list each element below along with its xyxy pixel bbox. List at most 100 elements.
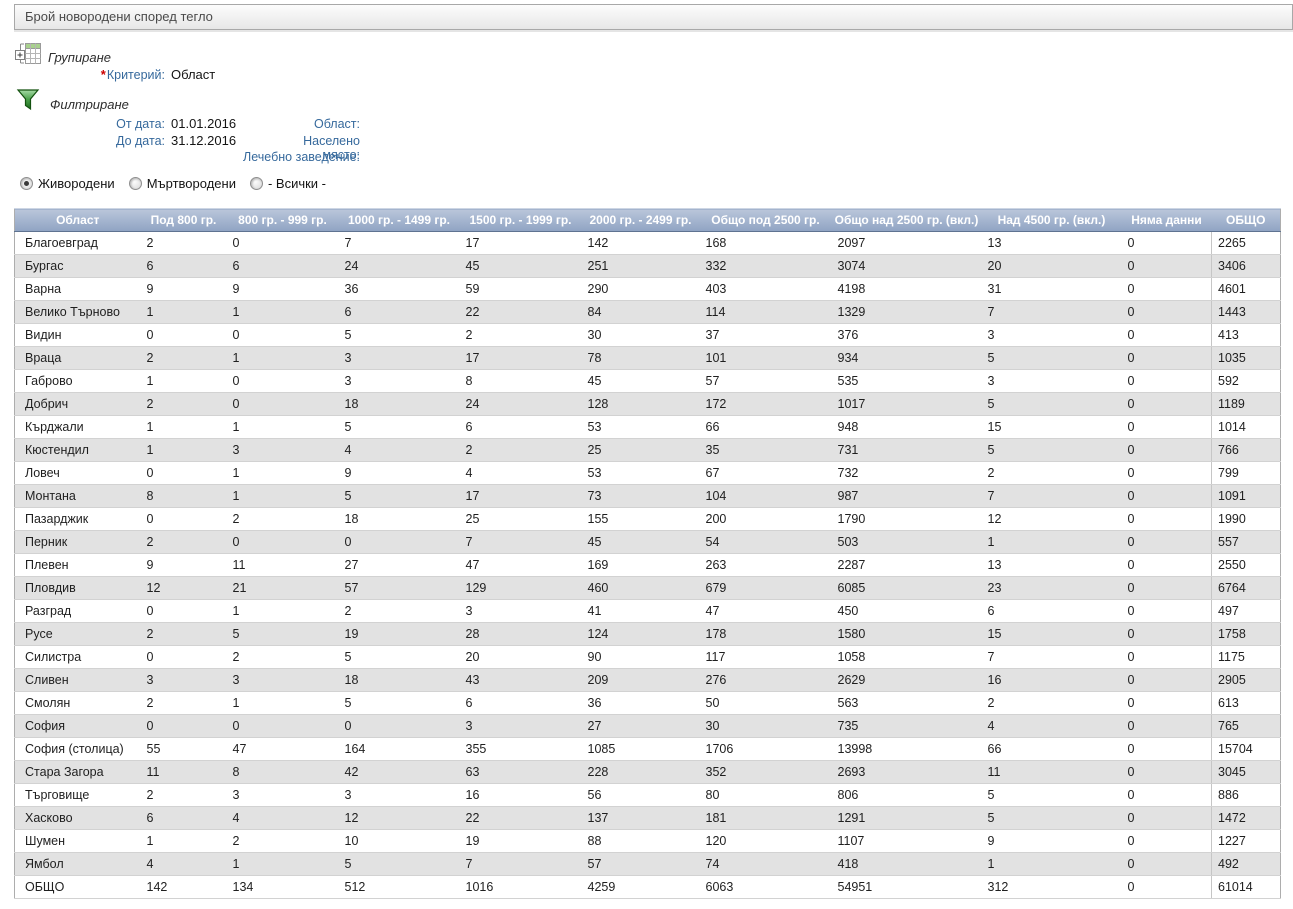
value-cell: 88 (582, 830, 700, 853)
value-cell: 1 (227, 462, 339, 485)
value-cell: 290 (582, 278, 700, 301)
region-cell: Плевен (15, 554, 141, 577)
value-cell: 0 (1122, 393, 1212, 416)
value-cell: 0 (1122, 370, 1212, 393)
value-cell: 2 (141, 531, 227, 554)
value-cell: 45 (582, 370, 700, 393)
value-cell: 1 (227, 692, 339, 715)
value-cell: 2 (982, 692, 1122, 715)
region-cell: Бургас (15, 255, 141, 278)
value-cell: 1 (227, 347, 339, 370)
radio-liveborn-label: Живородени (38, 176, 115, 191)
value-cell: 120 (700, 830, 832, 853)
to-date-value[interactable]: 31.12.2016 (165, 133, 275, 148)
column-header: Общо под 2500 гр. (700, 209, 832, 232)
value-cell: 3 (982, 324, 1122, 347)
value-cell: 1017 (832, 393, 982, 416)
value-cell: 45 (460, 255, 582, 278)
region-cell: Ямбол (15, 853, 141, 876)
value-cell: 164 (339, 738, 460, 761)
value-cell: 0 (1122, 623, 1212, 646)
value-cell: 0 (1122, 807, 1212, 830)
table-row: Сливен33184320927626291602905 (15, 669, 1281, 692)
value-cell: 332 (700, 255, 832, 278)
value-cell: 1227 (1212, 830, 1281, 853)
value-cell: 18 (339, 669, 460, 692)
grouping-label: Групиране (48, 50, 111, 65)
region-cell: Габрово (15, 370, 141, 393)
value-cell: 3 (460, 715, 582, 738)
table-row: Габрово1038455753530592 (15, 370, 1281, 393)
radio-stillborn[interactable]: Мъртвородени (129, 176, 236, 191)
value-cell: 1189 (1212, 393, 1281, 416)
region-cell: Кърджали (15, 416, 141, 439)
value-cell: 17 (460, 232, 582, 255)
value-cell: 20 (460, 646, 582, 669)
value-cell: 1175 (1212, 646, 1281, 669)
table-body: Благоевград2071714216820971302265Бургас6… (15, 232, 1281, 876)
value-cell: 0 (1122, 439, 1212, 462)
value-cell: 16 (460, 784, 582, 807)
radio-all[interactable]: - Всички - (250, 176, 326, 191)
value-cell: 0 (1122, 416, 1212, 439)
value-cell: 5 (339, 692, 460, 715)
region-cell: Добрич (15, 393, 141, 416)
value-cell: 1758 (1212, 623, 1281, 646)
value-cell: 806 (832, 784, 982, 807)
value-cell: 563 (832, 692, 982, 715)
value-cell: 4259 (582, 876, 700, 899)
value-cell: 1706 (700, 738, 832, 761)
value-cell: 53 (582, 416, 700, 439)
table-row: Видин0052303737630413 (15, 324, 1281, 347)
value-cell: 80 (700, 784, 832, 807)
value-cell: 7 (982, 646, 1122, 669)
value-cell: 1091 (1212, 485, 1281, 508)
value-cell: 18 (339, 508, 460, 531)
value-cell: 1329 (832, 301, 982, 324)
value-cell: 16 (982, 669, 1122, 692)
from-date-value[interactable]: 01.01.2016 (165, 116, 275, 131)
region-cell: София (столица) (15, 738, 141, 761)
value-cell: 6063 (700, 876, 832, 899)
value-cell: 104 (700, 485, 832, 508)
value-cell: 1 (227, 853, 339, 876)
value-cell: 766 (1212, 439, 1281, 462)
value-cell: 1 (982, 853, 1122, 876)
value-cell: 124 (582, 623, 700, 646)
radio-stillborn-label: Мъртвородени (147, 176, 236, 191)
value-cell: 2 (141, 232, 227, 255)
radio-liveborn[interactable]: Живородени (20, 176, 115, 191)
value-cell: 2550 (1212, 554, 1281, 577)
value-cell: 934 (832, 347, 982, 370)
value-cell: 3 (227, 669, 339, 692)
value-cell: 1472 (1212, 807, 1281, 830)
value-cell: 0 (1122, 462, 1212, 485)
grouping-section-header: Групиране (14, 42, 111, 65)
value-cell: 73 (582, 485, 700, 508)
grouping-grid-icon[interactable] (14, 42, 42, 65)
value-cell: 1 (141, 370, 227, 393)
region-cell: Сливен (15, 669, 141, 692)
value-cell: 418 (832, 853, 982, 876)
value-cell: 209 (582, 669, 700, 692)
value-cell: 5 (982, 784, 1122, 807)
value-cell: 0 (1122, 600, 1212, 623)
value-cell: 592 (1212, 370, 1281, 393)
value-cell: 61014 (1212, 876, 1281, 899)
column-header: ОБЩО (1212, 209, 1281, 232)
criteria-value[interactable]: Област (165, 67, 215, 82)
value-cell: 19 (339, 623, 460, 646)
value-cell: 948 (832, 416, 982, 439)
value-cell: 3 (227, 439, 339, 462)
value-cell: 5 (339, 324, 460, 347)
filter-funnel-icon[interactable] (16, 88, 40, 112)
value-cell: 1 (227, 485, 339, 508)
value-cell: 0 (1122, 255, 1212, 278)
filtering-section-header: Филтриране (16, 88, 129, 112)
value-cell: 56 (582, 784, 700, 807)
radio-unselected-icon (129, 177, 142, 190)
value-cell: 0 (1122, 784, 1212, 807)
value-cell: 57 (339, 577, 460, 600)
value-cell: 9 (141, 554, 227, 577)
value-cell: 355 (460, 738, 582, 761)
